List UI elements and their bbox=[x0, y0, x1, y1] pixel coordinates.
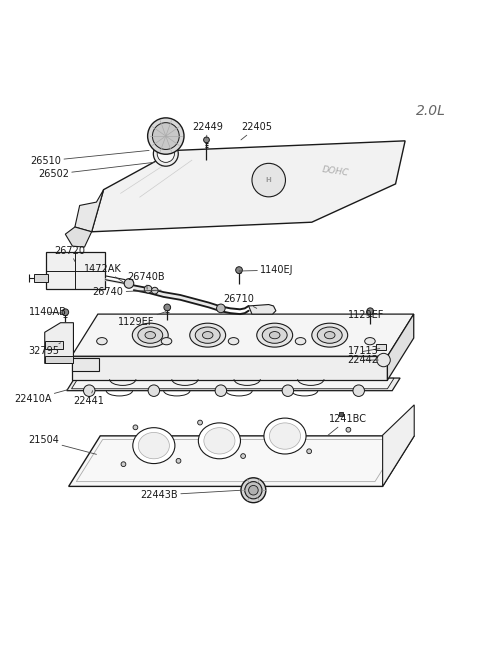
Circle shape bbox=[216, 304, 225, 312]
Text: 1129EF: 1129EF bbox=[348, 310, 384, 320]
Ellipse shape bbox=[138, 327, 163, 343]
Text: 1140AB: 1140AB bbox=[28, 307, 66, 317]
Polygon shape bbox=[45, 323, 73, 364]
Polygon shape bbox=[45, 341, 63, 349]
Ellipse shape bbox=[195, 327, 220, 343]
Circle shape bbox=[144, 286, 152, 293]
Circle shape bbox=[240, 454, 245, 458]
Polygon shape bbox=[72, 314, 414, 356]
Ellipse shape bbox=[317, 327, 342, 343]
Text: 1140EJ: 1140EJ bbox=[239, 265, 294, 275]
Circle shape bbox=[282, 385, 294, 396]
Ellipse shape bbox=[324, 331, 335, 339]
Circle shape bbox=[121, 462, 126, 466]
Circle shape bbox=[198, 420, 203, 425]
Polygon shape bbox=[383, 405, 414, 487]
Ellipse shape bbox=[133, 428, 175, 464]
Text: 26740B: 26740B bbox=[128, 272, 165, 290]
Polygon shape bbox=[72, 356, 387, 380]
Ellipse shape bbox=[145, 331, 156, 339]
Circle shape bbox=[204, 137, 209, 143]
Text: 17113: 17113 bbox=[348, 346, 380, 356]
Circle shape bbox=[346, 427, 351, 432]
Circle shape bbox=[377, 353, 390, 367]
Text: 21504: 21504 bbox=[28, 436, 96, 455]
Ellipse shape bbox=[228, 337, 239, 345]
Ellipse shape bbox=[269, 423, 300, 449]
Text: 22443B: 22443B bbox=[141, 490, 241, 500]
Text: 22449: 22449 bbox=[192, 122, 223, 138]
Text: 26710: 26710 bbox=[223, 294, 257, 309]
Bar bbox=[339, 412, 343, 415]
Text: 26502: 26502 bbox=[38, 162, 154, 179]
Ellipse shape bbox=[257, 323, 293, 347]
Polygon shape bbox=[34, 274, 48, 282]
Circle shape bbox=[62, 309, 69, 316]
Text: 1241BC: 1241BC bbox=[328, 415, 367, 435]
Polygon shape bbox=[72, 378, 394, 389]
Polygon shape bbox=[69, 436, 414, 487]
Text: 26510: 26510 bbox=[30, 151, 149, 166]
Text: 32795: 32795 bbox=[28, 343, 60, 356]
Ellipse shape bbox=[269, 331, 280, 339]
Circle shape bbox=[157, 145, 174, 162]
Circle shape bbox=[249, 485, 258, 495]
Circle shape bbox=[164, 304, 170, 310]
Text: 1472AK: 1472AK bbox=[84, 264, 123, 282]
Ellipse shape bbox=[365, 337, 375, 345]
Circle shape bbox=[252, 163, 286, 197]
Ellipse shape bbox=[161, 337, 172, 345]
Ellipse shape bbox=[132, 323, 168, 347]
Ellipse shape bbox=[198, 423, 240, 458]
Ellipse shape bbox=[138, 432, 169, 458]
Ellipse shape bbox=[204, 428, 235, 454]
Circle shape bbox=[148, 385, 159, 396]
Circle shape bbox=[124, 278, 134, 288]
Text: 2.0L: 2.0L bbox=[416, 104, 446, 119]
Circle shape bbox=[152, 288, 158, 294]
Polygon shape bbox=[45, 356, 73, 364]
Polygon shape bbox=[46, 252, 105, 290]
Text: 22410A: 22410A bbox=[14, 390, 68, 404]
Ellipse shape bbox=[312, 323, 348, 347]
Ellipse shape bbox=[203, 331, 213, 339]
Circle shape bbox=[176, 458, 181, 463]
Ellipse shape bbox=[262, 327, 287, 343]
Ellipse shape bbox=[190, 323, 226, 347]
Text: 26720: 26720 bbox=[54, 246, 85, 261]
Circle shape bbox=[133, 425, 138, 430]
Circle shape bbox=[367, 308, 373, 314]
Circle shape bbox=[353, 385, 364, 396]
Circle shape bbox=[148, 118, 184, 154]
Polygon shape bbox=[249, 305, 276, 314]
Text: 1129EF: 1129EF bbox=[118, 312, 166, 327]
Circle shape bbox=[245, 481, 262, 499]
Text: 22441: 22441 bbox=[73, 390, 104, 405]
Circle shape bbox=[307, 449, 312, 454]
Polygon shape bbox=[72, 358, 99, 371]
Text: 22442: 22442 bbox=[348, 355, 379, 365]
Circle shape bbox=[241, 477, 266, 502]
Circle shape bbox=[153, 122, 179, 149]
Circle shape bbox=[154, 141, 178, 166]
Polygon shape bbox=[67, 378, 400, 390]
Ellipse shape bbox=[295, 337, 306, 345]
Bar bbox=[376, 344, 386, 350]
Circle shape bbox=[236, 267, 242, 273]
Text: H: H bbox=[266, 177, 272, 183]
Circle shape bbox=[84, 385, 95, 396]
Ellipse shape bbox=[96, 337, 107, 345]
Polygon shape bbox=[65, 227, 92, 247]
Text: 22405: 22405 bbox=[241, 122, 272, 140]
Circle shape bbox=[215, 385, 227, 396]
Polygon shape bbox=[75, 190, 104, 232]
Polygon shape bbox=[92, 141, 405, 232]
Polygon shape bbox=[387, 314, 414, 380]
Text: 26740: 26740 bbox=[93, 287, 161, 297]
Ellipse shape bbox=[264, 418, 306, 454]
Text: DOHC: DOHC bbox=[322, 165, 350, 178]
